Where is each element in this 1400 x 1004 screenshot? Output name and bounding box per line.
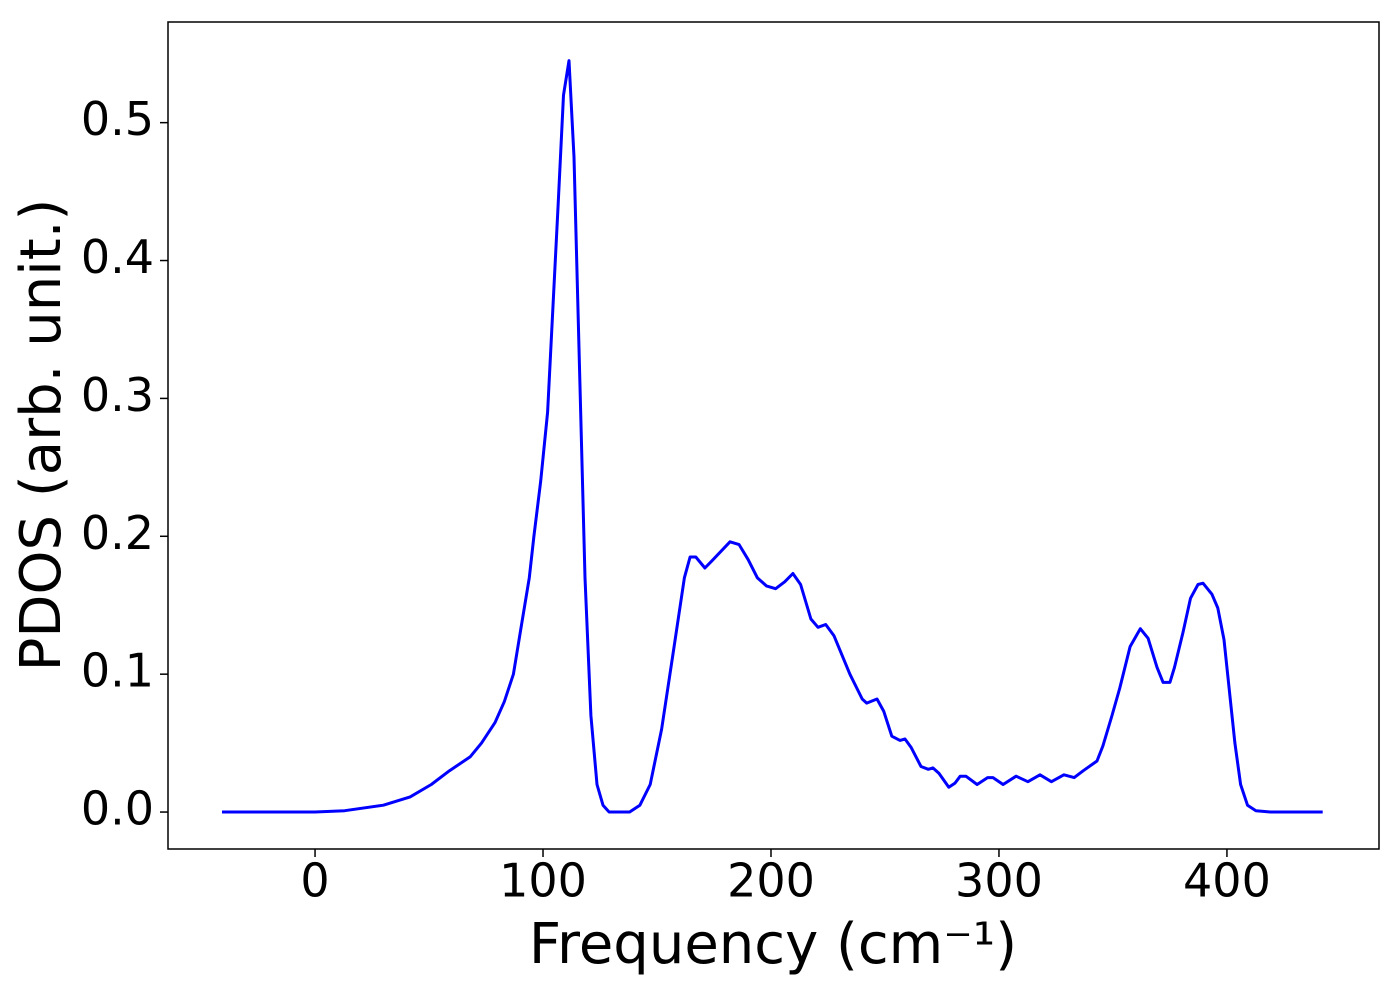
y-tick-label: 0.1	[81, 644, 154, 698]
x-tick-label: 200	[727, 854, 815, 908]
x-tick-label: 100	[499, 854, 587, 908]
data-line	[222, 59, 1323, 814]
y-tick-label: 0.3	[81, 368, 154, 422]
y-tick-label: 0.5	[81, 92, 154, 146]
x-tick-label: 400	[1183, 854, 1271, 908]
plot-frame	[167, 21, 1380, 850]
y-axis-label: PDOS (arb. unit.)	[9, 199, 74, 672]
y-tick-label: 0.4	[81, 230, 154, 284]
x-tick-label: 0	[300, 854, 329, 908]
x-axis-label: Frequency (cm⁻¹)	[529, 912, 1017, 977]
y-tick-label: 0.2	[81, 506, 154, 560]
x-tick-label: 300	[955, 854, 1043, 908]
y-tick-label: 0.0	[81, 782, 154, 836]
